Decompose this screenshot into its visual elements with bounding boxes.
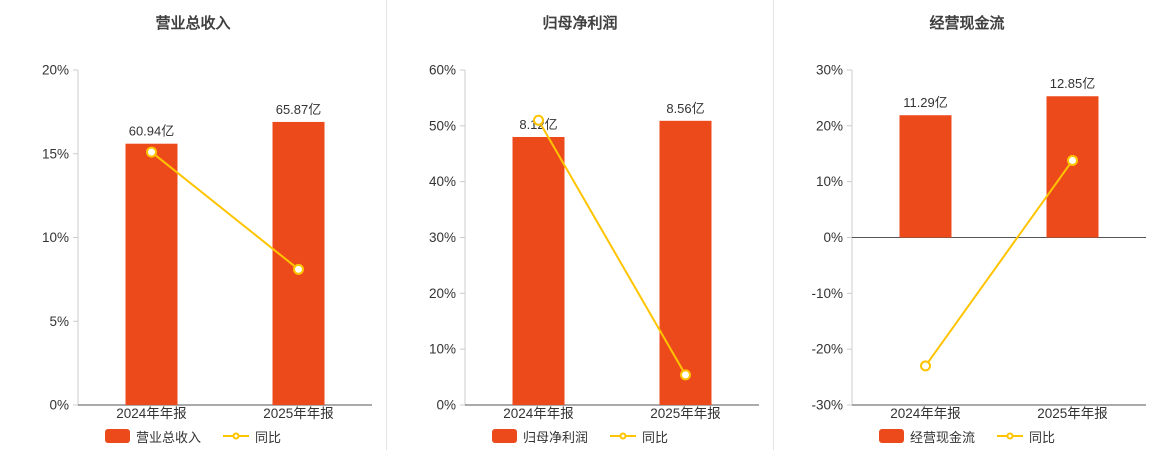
y-tick-label: 20%	[816, 118, 843, 133]
yoy-line	[924, 159, 1074, 367]
chart-legend: 归母净利润 同比	[387, 422, 773, 450]
bar-2024年年报	[512, 137, 565, 405]
y-tick-label: -30%	[811, 398, 843, 413]
y-tick-label: 10%	[42, 230, 69, 245]
legend-label: 归母净利润	[522, 429, 588, 445]
bar-2024年年报	[899, 115, 952, 238]
yoy-marker	[1067, 154, 1078, 166]
x-axis-label: 2024年年报	[116, 406, 187, 421]
bar-value-label: 65.87亿	[276, 102, 322, 117]
yoy-marker	[920, 360, 931, 372]
chart-panel-net-profit: 归母净利润 0%10%20%30%40%50%60%8.12亿8.56亿2024…	[387, 0, 774, 450]
y-tick-label: -20%	[811, 342, 843, 357]
chart-title: 经营现金流	[929, 15, 1005, 32]
chart-title: 营业总收入	[155, 15, 231, 32]
operating-cash-flow-chart: -30% -20% -10% 0% 10% 20% 30% 11.29亿 12.85亿 2024年…	[811, 63, 1146, 421]
y-tick-label: 60%	[429, 63, 456, 78]
y-tick-label: 0%	[49, 398, 69, 413]
y-tick-label: 30%	[816, 63, 843, 78]
yoy-line	[537, 119, 687, 376]
y-tick-label: 20%	[429, 286, 456, 301]
y-tick-label: 40%	[429, 174, 456, 189]
line-marker-icon	[1006, 432, 1014, 440]
yoy-line	[150, 151, 300, 271]
legend-item-bar-series[interactable]: 营业总收入	[104, 427, 201, 446]
bar-series-swatch-icon	[491, 429, 517, 443]
legend-item-line-series[interactable]: 同比	[997, 427, 1055, 446]
yoy-marker	[146, 146, 157, 158]
legend-item-line-series[interactable]: 同比	[223, 427, 281, 446]
x-axis-label: 2025年年报	[263, 406, 334, 421]
line-series-swatch-icon	[610, 432, 636, 440]
bar-2025年年报	[659, 120, 712, 405]
legend-item-bar-series[interactable]: 归母净利润	[491, 427, 588, 446]
x-axis-label: 2025年年报	[1037, 406, 1108, 421]
bar-2025年年报	[272, 121, 325, 406]
chart-legend: 经营现金流 同比	[774, 422, 1160, 450]
x-axis-label: 2024年年报	[890, 406, 961, 421]
chart-title: 归母净利润	[542, 15, 618, 32]
net-profit-chart: 0%10%20%30%40%50%60%8.12亿8.56亿2024年年报202…	[429, 63, 759, 421]
bar-value-label: 8.56亿	[666, 101, 704, 116]
y-tick-label: 10%	[429, 342, 456, 357]
y-tick-label: 0%	[823, 230, 843, 245]
bar-value-label: 60.94亿	[129, 124, 175, 139]
legend-item-line-series[interactable]: 同比	[610, 427, 668, 446]
y-tick-label: 50%	[429, 118, 456, 133]
y-tick-label: 15%	[42, 146, 69, 161]
y-tick-label: 5%	[49, 314, 69, 329]
yoy-marker	[293, 263, 304, 275]
x-axis-label: 2025年年报	[650, 406, 721, 421]
y-tick-label: 20%	[42, 63, 69, 78]
x-axis-label: 2024年年报	[503, 406, 574, 421]
bar-value-label: 11.29亿	[903, 95, 948, 110]
bar-value-label: 12.85亿	[1050, 76, 1096, 91]
y-tick-label: -10%	[811, 286, 843, 301]
y-tick-label: 0%	[436, 398, 456, 413]
chart-legend: 营业总收入 同比	[0, 422, 386, 450]
legend-label: 同比	[1029, 429, 1056, 445]
operating-revenue-chart: 0% 5% 10% 15% 20% 60.94亿 65.87亿 2024年年报 2025年年报	[42, 63, 372, 421]
legend-label: 同比	[255, 429, 282, 445]
bar-2024年年报	[125, 143, 178, 405]
chart-panel-operating-revenue: 营业总收入 0% 5% 10% 15% 20% 60.94亿 65.87亿 2024年年报 20…	[0, 0, 387, 450]
yoy-marker	[680, 369, 691, 381]
line-series-swatch-icon	[223, 432, 249, 440]
bar-series-swatch-icon	[878, 429, 904, 443]
y-tick-label: 10%	[816, 174, 843, 189]
legend-label: 同比	[642, 429, 669, 445]
yoy-marker	[533, 114, 544, 126]
legend-label: 营业总收入	[135, 429, 201, 445]
y-tick-label: 30%	[429, 230, 456, 245]
line-marker-icon	[232, 432, 240, 440]
line-series-swatch-icon	[997, 432, 1023, 440]
chart-panel-operating-cash-flow: 经营现金流 -30% -20% -10% 0% 10% 20% 30% 11.29亿 12.85…	[774, 0, 1160, 450]
line-marker-icon	[619, 432, 627, 440]
bar-series-swatch-icon	[104, 429, 130, 443]
legend-item-bar-series[interactable]: 经营现金流	[878, 427, 975, 446]
legend-label: 经营现金流	[909, 429, 975, 445]
bar-2025年年报	[1046, 96, 1099, 238]
